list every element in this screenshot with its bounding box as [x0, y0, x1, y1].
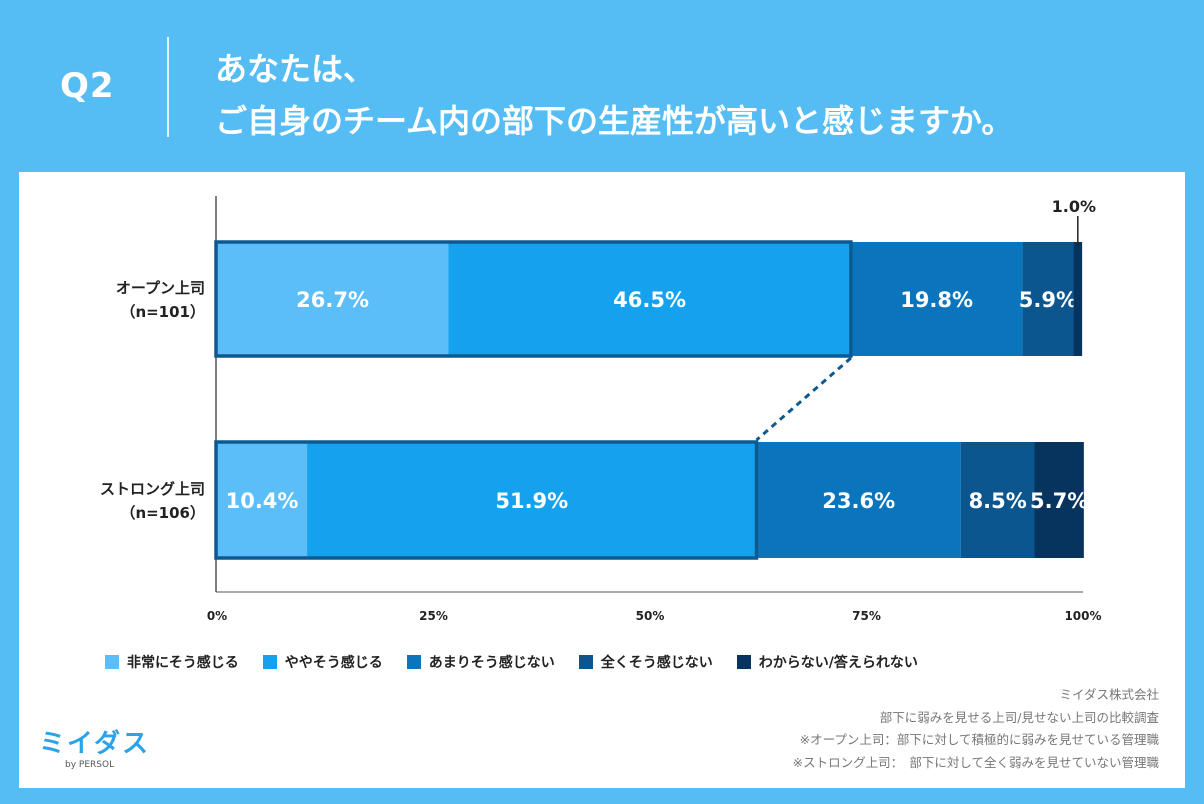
note-def-open: ※オープン上司：部下に対して積極的に弱みを見せている管理職	[799, 732, 1159, 747]
legend-swatch	[262, 655, 277, 669]
legend: 非常にそう感じる ややそう感じる あまりそう感じない 全くそう感じない わからない/答え…	[105, 652, 918, 672]
legend-swatch	[406, 655, 421, 669]
bar-segment	[756, 442, 961, 558]
data-label: 46.5%	[613, 288, 686, 312]
legend-label: わからない/答えられない	[758, 655, 918, 671]
data-label: 51.9%	[495, 489, 568, 513]
bar-segment	[850, 242, 1023, 356]
legend-item: 全くそう感じない	[578, 652, 713, 672]
logo-wordmark: ミイダス	[39, 729, 150, 759]
question-number: Q2	[60, 66, 115, 106]
header-divider	[167, 37, 169, 137]
question-title-line2: ご自身のチーム内の部下の生産性が高いと感じますか。	[215, 102, 1014, 140]
logo-byline: by PERSOL	[65, 760, 115, 770]
x-tick-label: 100%	[1064, 609, 1101, 623]
note-company: ミイダス株式会社	[1059, 687, 1159, 702]
legend-label: 非常にそう感じる	[127, 655, 239, 671]
data-label: 8.5%	[969, 489, 1027, 513]
bar-segment	[960, 442, 1035, 558]
legend-item: あまりそう感じない	[406, 652, 555, 672]
brand-logo: ミイダス by PERSOL	[39, 730, 189, 780]
data-label: 23.6%	[822, 489, 895, 513]
stacked-bar-chart: 0% 25% 50% 75% 100% 26.7% 46.5% 19.8% 5.9% 1.0% オー…	[100, 196, 1102, 623]
bar-segment	[448, 242, 851, 356]
bar-segment	[217, 442, 308, 558]
category-label: ストロング上司	[100, 480, 205, 498]
chart-panel: 0% 25% 50% 75% 100% 26.7% 46.5% 19.8% 5.9% 1.0% オー…	[19, 172, 1185, 788]
legend-item: ややそう感じる	[262, 652, 383, 672]
legend-label: ややそう感じる	[284, 655, 383, 671]
bar-segment	[307, 442, 757, 558]
legend-swatch	[105, 655, 119, 669]
category-sample-size: （n=106）	[120, 504, 205, 522]
legend-label: 全くそう感じない	[600, 655, 713, 671]
notes: ミイダス株式会社 部下に弱みを見せる上司/見せない上司の比較調査 ※オープン上司…	[793, 684, 1159, 774]
category-sample-size: （n=101）	[120, 303, 205, 321]
data-label: 5.9%	[1019, 288, 1077, 312]
positive-highlight-outline	[214, 240, 853, 358]
question-title-line1: あなたは、	[215, 50, 376, 88]
legend-swatch	[736, 655, 751, 669]
bar-segment	[1073, 242, 1083, 356]
category-label: オープン上司	[116, 279, 205, 297]
data-label: 1.0%	[1052, 197, 1096, 216]
legend-item: 非常にそう感じる	[105, 652, 239, 672]
data-label: 19.8%	[900, 288, 973, 312]
positive-highlight-outline	[214, 440, 759, 560]
note-def-strong: ※ストロング上司： 部下に対して全く弱みを見せていない管理職	[792, 754, 1159, 770]
x-tick-label: 25%	[419, 609, 448, 623]
x-tick-label: 75%	[852, 609, 881, 623]
note-survey: 部下に弱みを見せる上司/見せない上司の比較調査	[879, 709, 1159, 725]
data-label: 26.7%	[296, 288, 369, 312]
legend-item: わからない/答えられない	[736, 652, 918, 672]
legend-label: あまりそう感じない	[428, 655, 555, 671]
comparison-connector	[755, 356, 852, 442]
x-tick-label: 0%	[207, 609, 227, 623]
legend-swatch	[578, 655, 593, 669]
bar-segment	[1022, 242, 1074, 356]
x-tick-label: 50%	[636, 609, 665, 623]
data-label: 10.4%	[226, 489, 299, 513]
data-label: 5.7%	[1030, 489, 1088, 513]
bar-segment	[217, 242, 449, 356]
header: Q2 あなたは、 ご自身のチーム内の部下の生産性が高いと感じますか。	[0, 0, 1204, 172]
bar-segment	[1034, 442, 1084, 558]
